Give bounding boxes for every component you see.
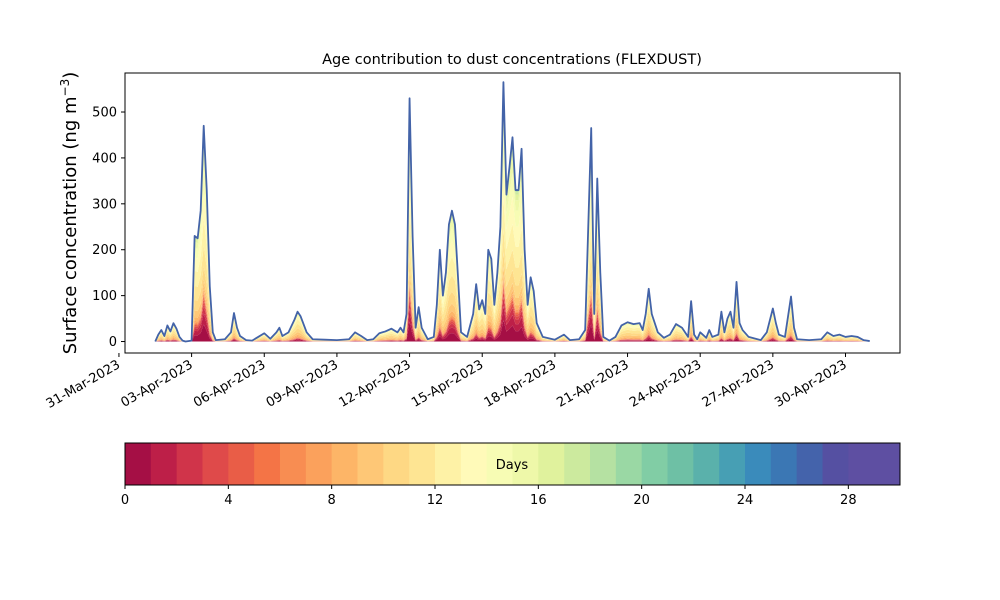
- y-tick-label: 300: [92, 197, 117, 212]
- colorbar-tick-label: 24: [737, 493, 754, 508]
- age-band-area-0: [155, 320, 870, 342]
- age-band-area-1: [155, 305, 870, 342]
- colorbar-segment: [848, 443, 901, 485]
- total-concentration-line: [154, 81, 870, 343]
- colorbar-segment: [719, 443, 746, 485]
- colorbar-ticks: 0 4 8 12 16 20 24 28: [121, 485, 857, 508]
- colorbar: [125, 443, 901, 485]
- colorbar-tick-label: 4: [224, 493, 232, 508]
- colorbar-segment: [641, 443, 668, 485]
- colorbar-segment: [176, 443, 203, 485]
- y-axis: 0 100 200 300 400 500: [92, 106, 125, 350]
- y-tick-label: 400: [92, 151, 117, 166]
- y-tick-label: 200: [92, 243, 117, 258]
- colorbar-segment: [822, 443, 849, 485]
- x-tick-label: 31-Mar-2023: [44, 357, 123, 411]
- colorbar-segment: [667, 443, 694, 485]
- colorbar-segment: [486, 443, 513, 485]
- x-tick-label: 09-Apr-2023: [264, 357, 341, 410]
- x-axis: 31-Mar-202303-Apr-202306-Apr-202309-Apr-…: [44, 353, 850, 412]
- age-band-area-13: [155, 163, 870, 342]
- colorbar-label: Days: [496, 458, 529, 473]
- colorbar-tick-label: 20: [633, 493, 650, 508]
- age-band-area-11: [155, 228, 870, 342]
- colorbar-segment: [383, 443, 410, 485]
- colorbar-segment: [615, 443, 643, 485]
- plot-frame: [124, 72, 901, 354]
- colorbar-frame: [124, 442, 901, 486]
- chart-title: Age contribution to dust concentrations …: [322, 52, 702, 68]
- colorbar-segment: [460, 443, 488, 485]
- colorbar-segment: [202, 443, 229, 485]
- colorbar-tick-label: 16: [530, 493, 547, 508]
- colorbar-tick-label: 12: [427, 493, 444, 508]
- colorbar-segment: [409, 443, 436, 485]
- colorbar-segment: [125, 443, 152, 485]
- x-tick-label: 24-Apr-2023: [627, 357, 704, 410]
- y-axis-label: Surface concentration (ng m−3): [58, 72, 81, 355]
- colorbar-segment: [280, 443, 307, 485]
- age-band-area-10: [155, 252, 870, 342]
- age-band-area-14: [155, 132, 870, 342]
- colorbar-segment: [693, 443, 720, 485]
- colorbar-tick-label: 8: [328, 493, 336, 508]
- colorbar-segment: [796, 443, 823, 485]
- plot-areas: [154, 81, 870, 343]
- x-tick-label: 30-Apr-2023: [772, 357, 849, 410]
- y-tick-label: 500: [92, 106, 117, 121]
- colorbar-segment: [770, 443, 798, 485]
- x-tick-label: 03-Apr-2023: [118, 357, 195, 410]
- colorbar-segment: [435, 443, 462, 485]
- colorbar-segment: [538, 443, 565, 485]
- age-band-area-12: [155, 197, 870, 342]
- y-tick-label: 100: [92, 289, 117, 304]
- x-tick-label: 06-Apr-2023: [191, 357, 268, 410]
- x-tick-label: 15-Apr-2023: [409, 357, 486, 410]
- colorbar-segment: [357, 443, 384, 485]
- colorbar-segment: [228, 443, 255, 485]
- colorbar-tick-label: 0: [121, 493, 129, 508]
- colorbar-segment: [590, 443, 617, 485]
- colorbar-segment: [254, 443, 281, 485]
- colorbar-segment: [745, 443, 772, 485]
- colorbar-segment: [305, 443, 333, 485]
- y-tick-label: 0: [109, 335, 117, 350]
- x-tick-label: 27-Apr-2023: [700, 357, 777, 410]
- colorbar-segment: [564, 443, 591, 485]
- colorbar-tick-label: 28: [840, 493, 857, 508]
- x-tick-label: 21-Apr-2023: [554, 357, 631, 410]
- colorbar-segment: [150, 443, 178, 485]
- colorbar-segment: [331, 443, 358, 485]
- x-tick-label: 18-Apr-2023: [482, 357, 559, 410]
- x-tick-label: 12-Apr-2023: [336, 357, 413, 410]
- colorbar-segment: [512, 443, 539, 485]
